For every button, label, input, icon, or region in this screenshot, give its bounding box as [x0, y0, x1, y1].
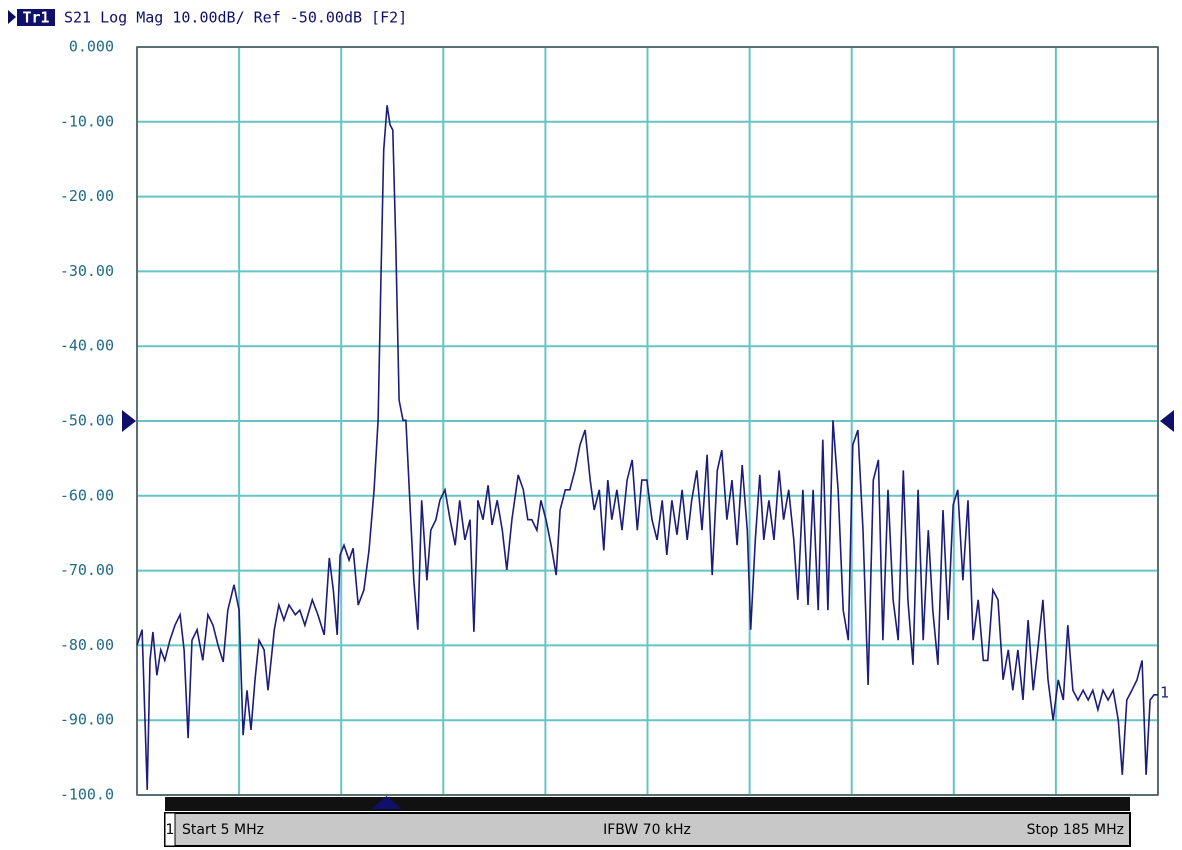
y-tick-label: -30.00 [60, 262, 114, 280]
channel: 1 [166, 822, 175, 838]
trace-arrow [8, 10, 16, 24]
y-tick-label: -10.00 [60, 112, 114, 130]
y-tick-label: -20.00 [60, 187, 114, 205]
ifbw-label: IFBW 70 kHz [603, 822, 691, 838]
y-tick-label: 0.000 [69, 38, 114, 56]
y-tick-label: -60.00 [60, 486, 114, 504]
status-bar [164, 812, 1131, 847]
trace-box [17, 9, 55, 26]
trace-name: Tr1 [22, 9, 49, 27]
stop-label: Stop 185 MHz [1027, 822, 1124, 838]
trace [136, 105, 1158, 790]
y-tick-label: -50.00 [60, 412, 114, 430]
trace-header: S21 Log Mag 10.00dB/ Ref -50.00dB [F2] [64, 9, 407, 27]
y-tick-label: -80.00 [60, 636, 114, 654]
stimulus-marker [371, 796, 402, 809]
trace-end-label: 1 [1160, 683, 1169, 701]
y-tick-label: -90.00 [60, 711, 114, 729]
ref-marker [122, 410, 136, 432]
plot-border [136, 46, 1159, 796]
axis-bar [165, 797, 1130, 811]
channel-box [164, 812, 176, 847]
y-tick-label: -100.0 [60, 786, 114, 804]
start-label: Start 5 MHz [182, 822, 264, 838]
plot: 0.000 -10.00 -20.00 -30.00 -40.00 -50.00 -60.0… [60, 38, 1174, 811]
y-tick-label: -70.00 [60, 561, 114, 579]
y-tick-label: -40.00 [60, 337, 114, 355]
ref-marker [1160, 410, 1174, 432]
